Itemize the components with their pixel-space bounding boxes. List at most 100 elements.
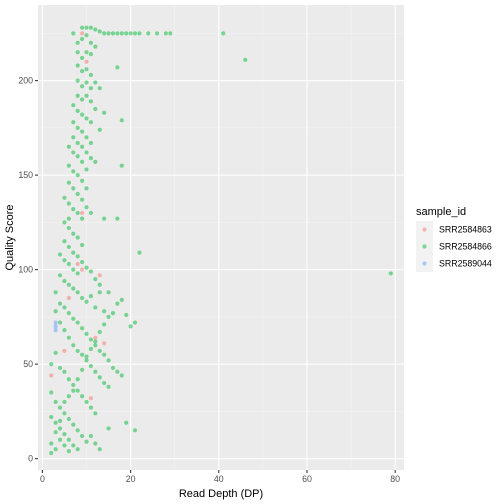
point-srr2584866 [57,320,63,325]
point-srr2584866 [79,55,85,61]
point-srr2584866 [75,271,80,276]
point-srr2584866 [49,414,54,420]
point-srr2584866 [79,433,85,439]
point-srr2584866 [79,144,85,149]
point-srr2584866 [97,282,102,287]
point-srr2584866 [62,443,67,448]
point-srr2584866 [57,252,63,257]
point-srr2584866 [93,27,98,32]
point-srr2584866 [71,207,76,212]
point-srr2584866 [88,337,94,342]
point-srr2584866 [93,159,98,164]
point-srr2584866 [84,25,89,30]
point-srr2584866 [88,363,94,369]
point-srr2584866 [119,118,124,123]
point-srr2584866 [79,259,85,265]
point-srr2584866 [124,31,129,36]
point-srr2584866 [97,348,102,354]
point-srr2584866 [62,369,67,374]
point-srr2584866 [88,156,94,161]
point-srr2584866 [388,271,393,276]
point-srr2584866 [102,31,107,36]
point-srr2584866 [62,239,67,244]
point-srr2584866 [62,195,67,200]
point-srr2584866 [75,388,80,393]
point-srr2584866 [137,31,142,36]
point-srr2584866 [110,31,116,36]
point-srr2584866 [84,150,89,155]
point-srr2584866 [62,305,67,310]
point-srr2584866 [66,201,71,206]
point-srr2584866 [115,216,120,221]
point-srr2584866 [79,84,85,89]
point-srr2584866 [106,31,111,36]
point-srr2584866 [102,380,107,386]
y-axis-ticks: 0 50 100 150 200 [18,76,38,464]
point-srr2584866 [93,276,98,282]
x-axis-title: Read Depth (DP) [179,488,263,500]
point-srr2584866 [79,326,85,331]
point-srr2584866 [88,405,94,410]
point-srr2584866 [119,297,124,302]
point-srr2584866 [88,40,94,45]
point-srr2584866 [71,135,76,140]
point-srr2584866 [71,382,76,388]
point-srr2584866 [88,433,94,439]
point-srr2584863 [79,267,85,272]
y-tick-label: 50 [23,359,33,369]
point-srr2584866 [62,431,67,437]
point-srr2584866 [168,31,173,36]
point-srr2584866 [115,369,120,374]
point-srr2584866 [88,140,94,146]
data-points [49,25,393,456]
point-srr2584866 [75,173,80,178]
point-srr2584866 [66,437,71,442]
point-srr2584863 [88,396,94,401]
point-srr2584866 [84,116,89,121]
point-srr2584866 [62,399,67,405]
point-srr2584866 [84,205,89,210]
point-srr2584866 [79,36,85,42]
point-srr2584866 [84,186,89,191]
point-srr2584866 [75,447,80,452]
point-srr2584863 [93,335,98,340]
point-srr2584866 [132,31,138,36]
point-srr2584866 [93,106,98,112]
point-srr2584866 [106,290,111,295]
point-srr2584866 [49,450,54,456]
point-srr2584866 [106,314,111,319]
point-srr2584866 [66,261,71,267]
point-srr2584866 [71,103,76,108]
point-srr2584866 [115,301,120,306]
point-srr2584866 [79,25,85,30]
point-srr2584866 [71,150,76,155]
legend-label: SRR2584866 [439,242,492,252]
point-srr2584866 [62,411,67,416]
point-srr2584866 [84,93,89,98]
point-srr2584866 [124,420,129,425]
point-srr2584866 [71,422,76,427]
point-srr2584866 [75,377,80,382]
point-srr2584866 [75,93,80,98]
point-srr2584866 [102,352,107,357]
point-srr2584866 [66,163,71,168]
y-axis-title: Quality Score [4,204,16,270]
point-srr2584863 [62,348,67,354]
point-srr2584866 [84,33,89,38]
point-srr2584866 [146,31,151,36]
point-srr2584866 [154,31,160,36]
point-srr2584866 [84,50,89,55]
point-srr2584866 [49,441,54,446]
point-srr2584866 [71,388,76,393]
point-srr2584866 [66,180,71,185]
point-srr2584866 [128,324,133,329]
point-srr2584866 [75,63,80,68]
point-srr2584866 [57,405,63,410]
point-srr2584866 [62,220,67,225]
point-srr2584866 [93,441,98,446]
x-tick-label: 60 [302,474,312,484]
point-srr2584866 [71,169,76,174]
point-srr2584866 [66,448,71,454]
point-srr2584866 [88,86,94,91]
point-srr2584863 [75,261,80,267]
